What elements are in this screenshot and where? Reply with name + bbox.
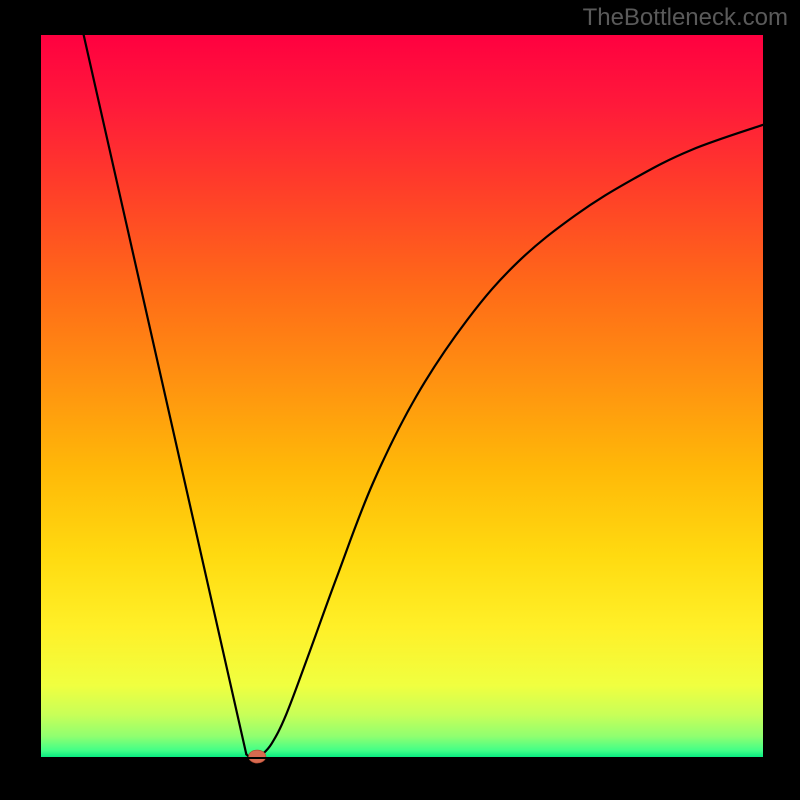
- watermark-text: TheBottleneck.com: [583, 4, 788, 32]
- bottleneck-chart: [0, 0, 800, 800]
- plot-background: [40, 34, 764, 758]
- chart-container: TheBottleneck.com: [0, 0, 800, 800]
- optimum-marker: [249, 750, 266, 763]
